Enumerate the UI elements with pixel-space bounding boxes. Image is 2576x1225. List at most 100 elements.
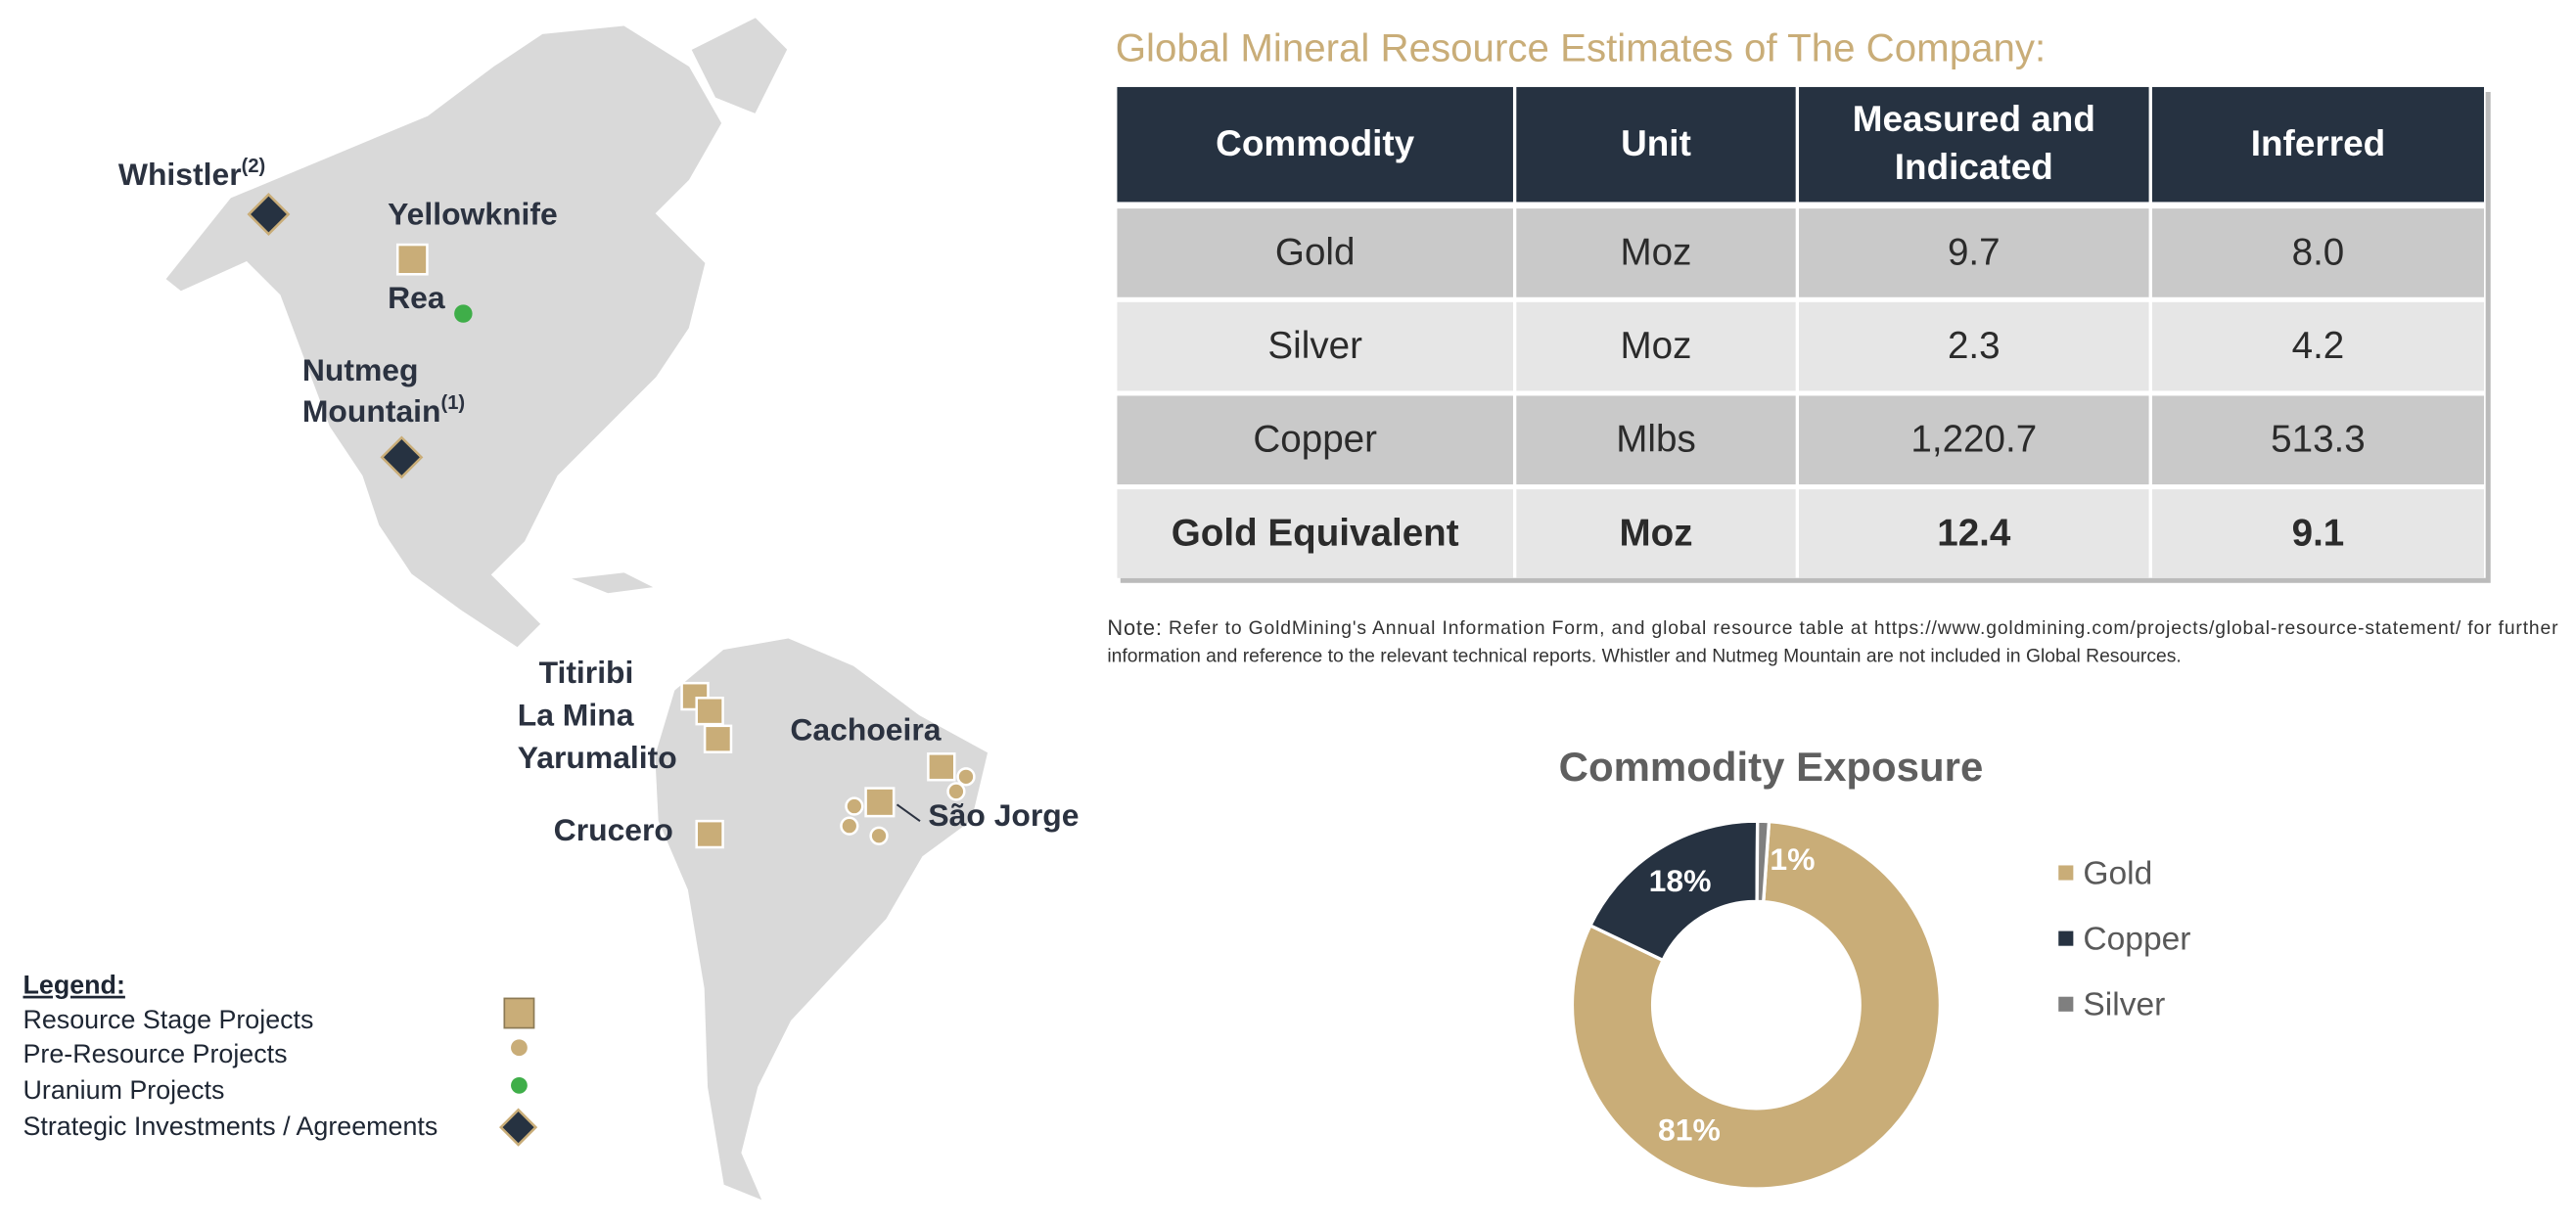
legend-title: Legend: xyxy=(23,971,125,1000)
cell-text: 2.3 xyxy=(1948,325,2001,367)
map-markers xyxy=(247,193,976,849)
data-label: 18% xyxy=(1649,863,1712,898)
cell-text: Mlbs xyxy=(1616,419,1695,461)
label-name: Rea xyxy=(388,281,445,316)
map-label: Yellowknife xyxy=(388,197,558,232)
map-label: Mountain(1) xyxy=(302,392,465,429)
table-title: Global Mineral Resource Estimates of The… xyxy=(1116,26,2046,70)
note: Note: Refer to GoldMining's Annual Infor… xyxy=(1107,615,2558,640)
cell-text: 513.3 xyxy=(2271,419,2366,461)
south-america xyxy=(652,635,990,1204)
header-cell xyxy=(1799,86,2149,203)
label-name: Yarumalito xyxy=(518,740,677,775)
map-label: Nutmeg xyxy=(302,352,419,387)
cell-text: Moz xyxy=(1619,512,1692,554)
map-label: La Mina xyxy=(518,698,634,733)
header-cell xyxy=(2151,86,2484,203)
marker xyxy=(247,193,291,236)
header-text: Commodity xyxy=(1216,123,1414,163)
cell-text: Gold Equivalent xyxy=(1172,512,1459,554)
table-cell xyxy=(1799,395,2149,485)
cell-text: 1,220.7 xyxy=(1910,419,2037,461)
map-label: Titiribi xyxy=(539,655,634,690)
table-cell xyxy=(2151,489,2484,578)
donut-slice xyxy=(1587,819,1760,963)
chart-title: Commodity Exposure xyxy=(1559,744,1984,790)
table-cell xyxy=(2151,208,2484,297)
data-label: 81% xyxy=(1658,1112,1721,1147)
north-america xyxy=(162,23,725,651)
table-cell xyxy=(1799,301,2149,391)
table-cell xyxy=(1117,489,1513,578)
legend-swatch xyxy=(2058,930,2074,946)
legend: Legend: Resource Stage Projects Pre-Reso… xyxy=(23,971,538,1147)
resource-markers xyxy=(395,243,976,849)
map-label: São Jorge xyxy=(928,797,1079,833)
legend-label: Copper xyxy=(2083,922,2190,958)
note-text: Refer to GoldMining's Annual Information… xyxy=(1169,618,2558,639)
header-text: Measured and Indicated xyxy=(1853,99,2095,187)
table-cell xyxy=(1117,208,1513,297)
cell-text: 12.4 xyxy=(1937,512,2011,554)
table-cell xyxy=(1516,395,1796,485)
table-cell xyxy=(1516,301,1796,391)
legend-item: Strategic Investments / Agreements xyxy=(23,1112,438,1141)
table-cell xyxy=(1117,395,1513,485)
map-label: Cachoeira xyxy=(790,712,941,748)
caribbean xyxy=(566,569,662,596)
legend-symbol xyxy=(499,1108,538,1147)
marker xyxy=(380,435,424,479)
legend-label: Silver xyxy=(2083,987,2165,1023)
cell-text: 9.7 xyxy=(1948,231,2001,273)
table-cell xyxy=(2151,301,2484,391)
donut-slice xyxy=(1755,819,1771,904)
legend-swatch xyxy=(2058,865,2074,881)
table-cell xyxy=(1516,489,1796,578)
map xyxy=(162,15,990,1204)
map-label: Whistler(2) xyxy=(118,156,265,192)
cell-text: Moz xyxy=(1621,231,1692,273)
legend-item: Resource Stage Projects xyxy=(23,1005,314,1034)
header-cell xyxy=(1516,86,1796,203)
label-name: Titiribi xyxy=(539,655,634,690)
legend-label: Gold xyxy=(2083,855,2152,891)
cell-text: Silver xyxy=(1267,325,1362,367)
label-name: Crucero xyxy=(554,812,673,847)
label-name: Cachoeira xyxy=(790,712,941,748)
map-label: Yarumalito xyxy=(518,740,677,775)
label-name: São Jorge xyxy=(928,797,1079,833)
label-note: (1) xyxy=(441,392,466,414)
data-label: 1% xyxy=(1770,841,1815,877)
label-name: Nutmeg xyxy=(302,352,419,387)
legend-symbol xyxy=(511,1076,528,1094)
note-text: information and reference to the relevan… xyxy=(1107,646,2181,666)
label-note: (2) xyxy=(242,156,266,177)
table-cell xyxy=(1117,301,1513,391)
legend-symbol xyxy=(503,997,535,1029)
header-line: Measured and xyxy=(1853,99,2095,139)
cell-text: 4.2 xyxy=(2292,325,2345,367)
cell-text: 9.1 xyxy=(2292,512,2345,554)
label-name: Whistler xyxy=(118,158,242,193)
map-label: Rea xyxy=(388,281,445,316)
legend-symbol xyxy=(511,1039,528,1057)
table-cell xyxy=(1799,489,2149,578)
label-name: La Mina xyxy=(518,698,634,733)
header-line: Indicated xyxy=(1895,147,2053,187)
legend-item: Uranium Projects xyxy=(23,1075,225,1105)
header-text: Unit xyxy=(1621,123,1691,163)
table-cell xyxy=(2151,395,2484,485)
cell-text: Gold xyxy=(1275,231,1356,273)
table-cell xyxy=(1516,208,1796,297)
label-name: Yellowknife xyxy=(388,197,558,232)
table-cell xyxy=(1799,208,2149,297)
leader-line xyxy=(896,803,921,822)
map-labels: Whistler(2) Yellowknife Rea Nutmeg Mountain(… xyxy=(118,156,1080,847)
note-label: Note: xyxy=(1107,615,1162,640)
header-cell xyxy=(1117,86,1513,203)
cell-text: 8.0 xyxy=(2292,231,2345,273)
legend-item: Pre-Resource Projects xyxy=(23,1039,288,1068)
cell-text: Copper xyxy=(1253,419,1377,461)
